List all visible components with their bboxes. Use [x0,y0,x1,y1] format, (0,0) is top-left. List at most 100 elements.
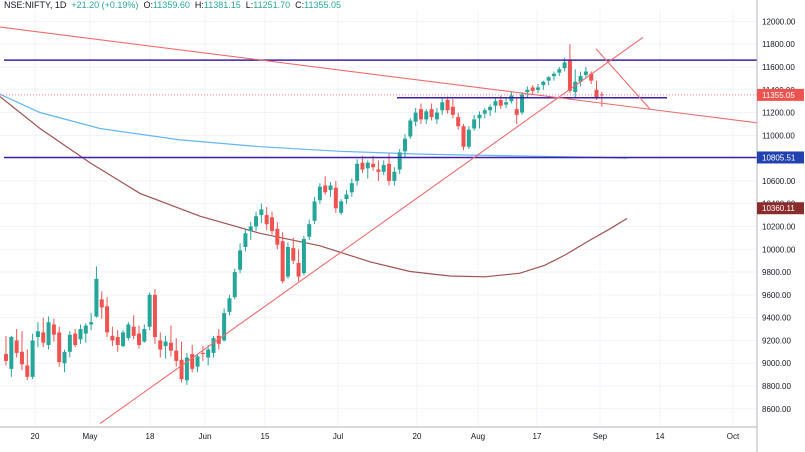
candle-body [158,340,163,350]
candle-body [599,94,604,96]
candle-body [461,126,466,147]
candle [339,199,344,216]
candle-body [520,94,525,113]
candle [504,97,509,108]
candle-body [270,217,274,232]
candle [583,66,588,79]
x-tick-label: Jun [199,432,212,441]
candle [578,71,583,87]
candle-body [429,109,434,118]
symbol-header: NSE:NIFTY, 1D +21.20 (+0.19%) O:11359.60… [4,0,341,11]
candle [392,167,397,186]
candle-body [264,215,269,225]
candle-body [557,69,562,73]
candle [429,103,434,121]
candle-body [578,76,583,82]
candle-body [131,326,136,336]
candle [57,326,62,367]
candle [227,294,232,316]
candle [413,107,418,127]
candle [248,221,253,241]
candle-body [99,299,104,308]
candle [424,109,429,124]
candle-body [206,349,211,358]
candle [30,333,35,380]
candle [296,249,301,282]
candle [477,111,482,129]
price-badge-text: 10805.51 [762,153,796,162]
x-tick-label: Jul [333,432,343,441]
trend-line [595,48,651,110]
candlestick-series [4,44,604,385]
candle-body [200,352,205,355]
candle [355,159,360,186]
candle [131,315,136,340]
candle [25,349,30,381]
candle [514,97,519,124]
candle-body [216,335,221,344]
price-badge-bg [757,151,804,164]
candle [67,331,72,358]
y-tick-label: 10600.00 [762,177,796,186]
candle-body [323,185,328,193]
candle [312,196,317,225]
candle-body [301,239,306,274]
candle [450,98,455,119]
candle-body [89,322,94,325]
candle [360,155,365,173]
candle-body [19,351,24,365]
candle [179,341,184,383]
candle-body [307,224,312,237]
candle [323,176,328,195]
candle-body [477,114,482,119]
candle-body [94,278,99,317]
x-tick-label: Sep [593,432,608,441]
candle-body [445,100,450,111]
candle [466,126,471,149]
candle [259,203,264,224]
candle-body [147,294,152,327]
candle-body [424,111,429,120]
candle [349,178,354,197]
candle-body [583,71,588,75]
close-value: 11355.05 [304,0,342,10]
candle [147,292,152,331]
candle-body [355,163,360,181]
trend-line [0,26,758,124]
candle-body [35,331,40,337]
price-badge: 10805.51 [757,151,804,164]
candle-body [567,60,572,91]
candle-body [78,329,83,340]
candle [371,155,376,171]
candle-body [472,119,477,129]
candle-body [227,298,232,312]
candle [530,85,535,95]
candle [4,335,8,366]
candle [206,344,211,366]
y-tick-label: 8600.00 [762,405,791,414]
price-badge-text: 11355.05 [762,91,795,100]
close-key: C: [295,0,305,10]
candle-body [296,262,301,277]
low-value: 11251.70 [253,0,291,10]
candle [264,207,269,230]
candle-body [573,81,578,93]
candle-body [498,100,503,106]
candle [121,330,126,348]
candle [94,266,99,318]
candle [152,289,157,344]
candle-body [456,117,461,127]
open-key: O: [143,0,153,10]
candle-body [328,185,333,191]
candle-body [163,341,168,347]
candle [174,338,179,367]
candle-body [51,324,56,335]
candle-body [168,342,173,351]
candle-body [403,138,407,152]
candle [493,97,498,113]
candle [168,325,173,357]
x-tick-label: May [82,432,97,441]
candle-body [243,233,248,247]
candle [599,91,604,107]
